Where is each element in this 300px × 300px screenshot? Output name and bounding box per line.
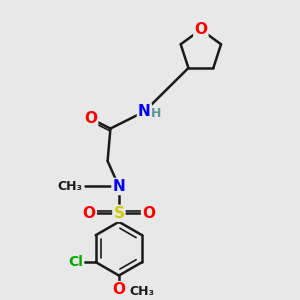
Text: Cl: Cl	[68, 255, 83, 269]
Text: O: O	[112, 282, 125, 297]
Text: O: O	[84, 111, 97, 126]
Text: CH₃: CH₃	[130, 285, 155, 298]
Text: N: N	[138, 104, 151, 119]
Text: O: O	[194, 22, 207, 37]
Text: CH₃: CH₃	[57, 180, 82, 193]
Text: H: H	[151, 107, 161, 120]
Text: O: O	[83, 206, 96, 221]
Text: N: N	[112, 179, 125, 194]
Text: S: S	[113, 206, 124, 221]
Text: O: O	[142, 206, 155, 221]
